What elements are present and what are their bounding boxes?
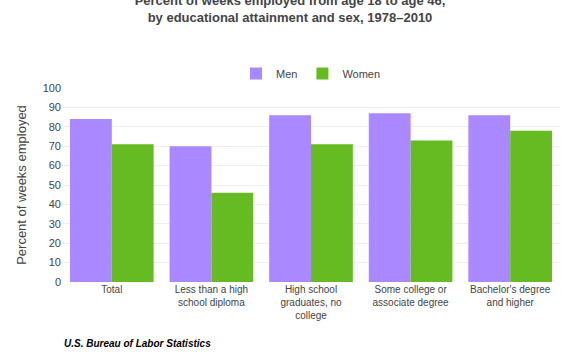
svg-text:0: 0 (55, 276, 61, 288)
svg-text:Less than a highschool diploma: Less than a highschool diploma (175, 284, 248, 308)
svg-text:Percent of weeks employed: Percent of weeks employed (14, 105, 29, 265)
svg-text:Women: Women (342, 68, 380, 80)
svg-text:30: 30 (49, 218, 61, 230)
svg-text:60: 60 (49, 159, 61, 171)
svg-text:80: 80 (49, 121, 61, 133)
svg-text:Total: Total (101, 284, 122, 295)
svg-text:40: 40 (49, 198, 61, 210)
svg-text:100: 100 (43, 82, 61, 94)
svg-text:90: 90 (49, 101, 61, 113)
svg-text:50: 50 (49, 179, 61, 191)
svg-text:20: 20 (49, 237, 61, 249)
svg-text:70: 70 (49, 140, 61, 152)
svg-text:Men: Men (276, 68, 297, 80)
svg-text:Percent of weeks employed from: Percent of weeks employed from age 18 to… (135, 0, 446, 25)
svg-text:U.S. Bureau of Labor Statistic: U.S. Bureau of Labor Statistics (64, 338, 211, 349)
svg-text:Some college orassociate degre: Some college orassociate degree (373, 284, 450, 308)
svg-text:10: 10 (49, 256, 61, 268)
svg-text:Bachelor's degreeand higher: Bachelor's degreeand higher (470, 284, 551, 308)
svg-text:High schoolgraduates, nocolleg: High schoolgraduates, nocollege (280, 284, 342, 321)
